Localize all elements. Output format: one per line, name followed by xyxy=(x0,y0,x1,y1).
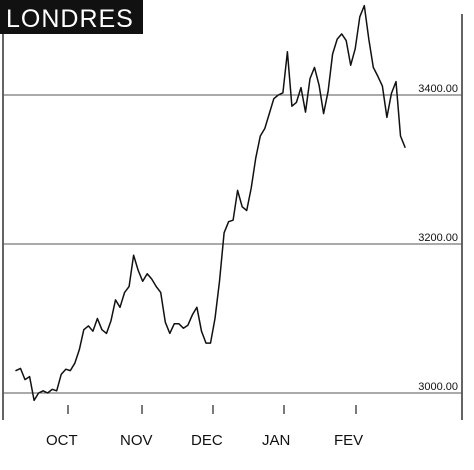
x-tick-label-nov: NOV xyxy=(120,432,153,449)
y-tick-label-3200: 3200.00 xyxy=(418,232,458,244)
y-tick-label-3400: 3400.00 xyxy=(418,83,458,95)
x-tick-label-fev: FEV xyxy=(334,432,363,449)
x-tick-label-dec: DEC xyxy=(191,432,223,449)
x-tick-label-jan: JAN xyxy=(262,432,290,449)
x-axis-labels: OCT NOV DEC JAN FEV xyxy=(46,432,363,449)
x-axis-ticks xyxy=(67,405,357,414)
y-tick-label-3000: 3000.00 xyxy=(418,381,458,393)
x-tick-label-oct: OCT xyxy=(46,432,78,449)
chart-title-box xyxy=(0,0,143,34)
chart-title: LONDRES xyxy=(6,5,134,33)
series-line xyxy=(15,4,406,402)
y-axis-labels: 3000.00 3200.00 3400.00 xyxy=(418,83,458,393)
grid-lines xyxy=(3,94,462,394)
